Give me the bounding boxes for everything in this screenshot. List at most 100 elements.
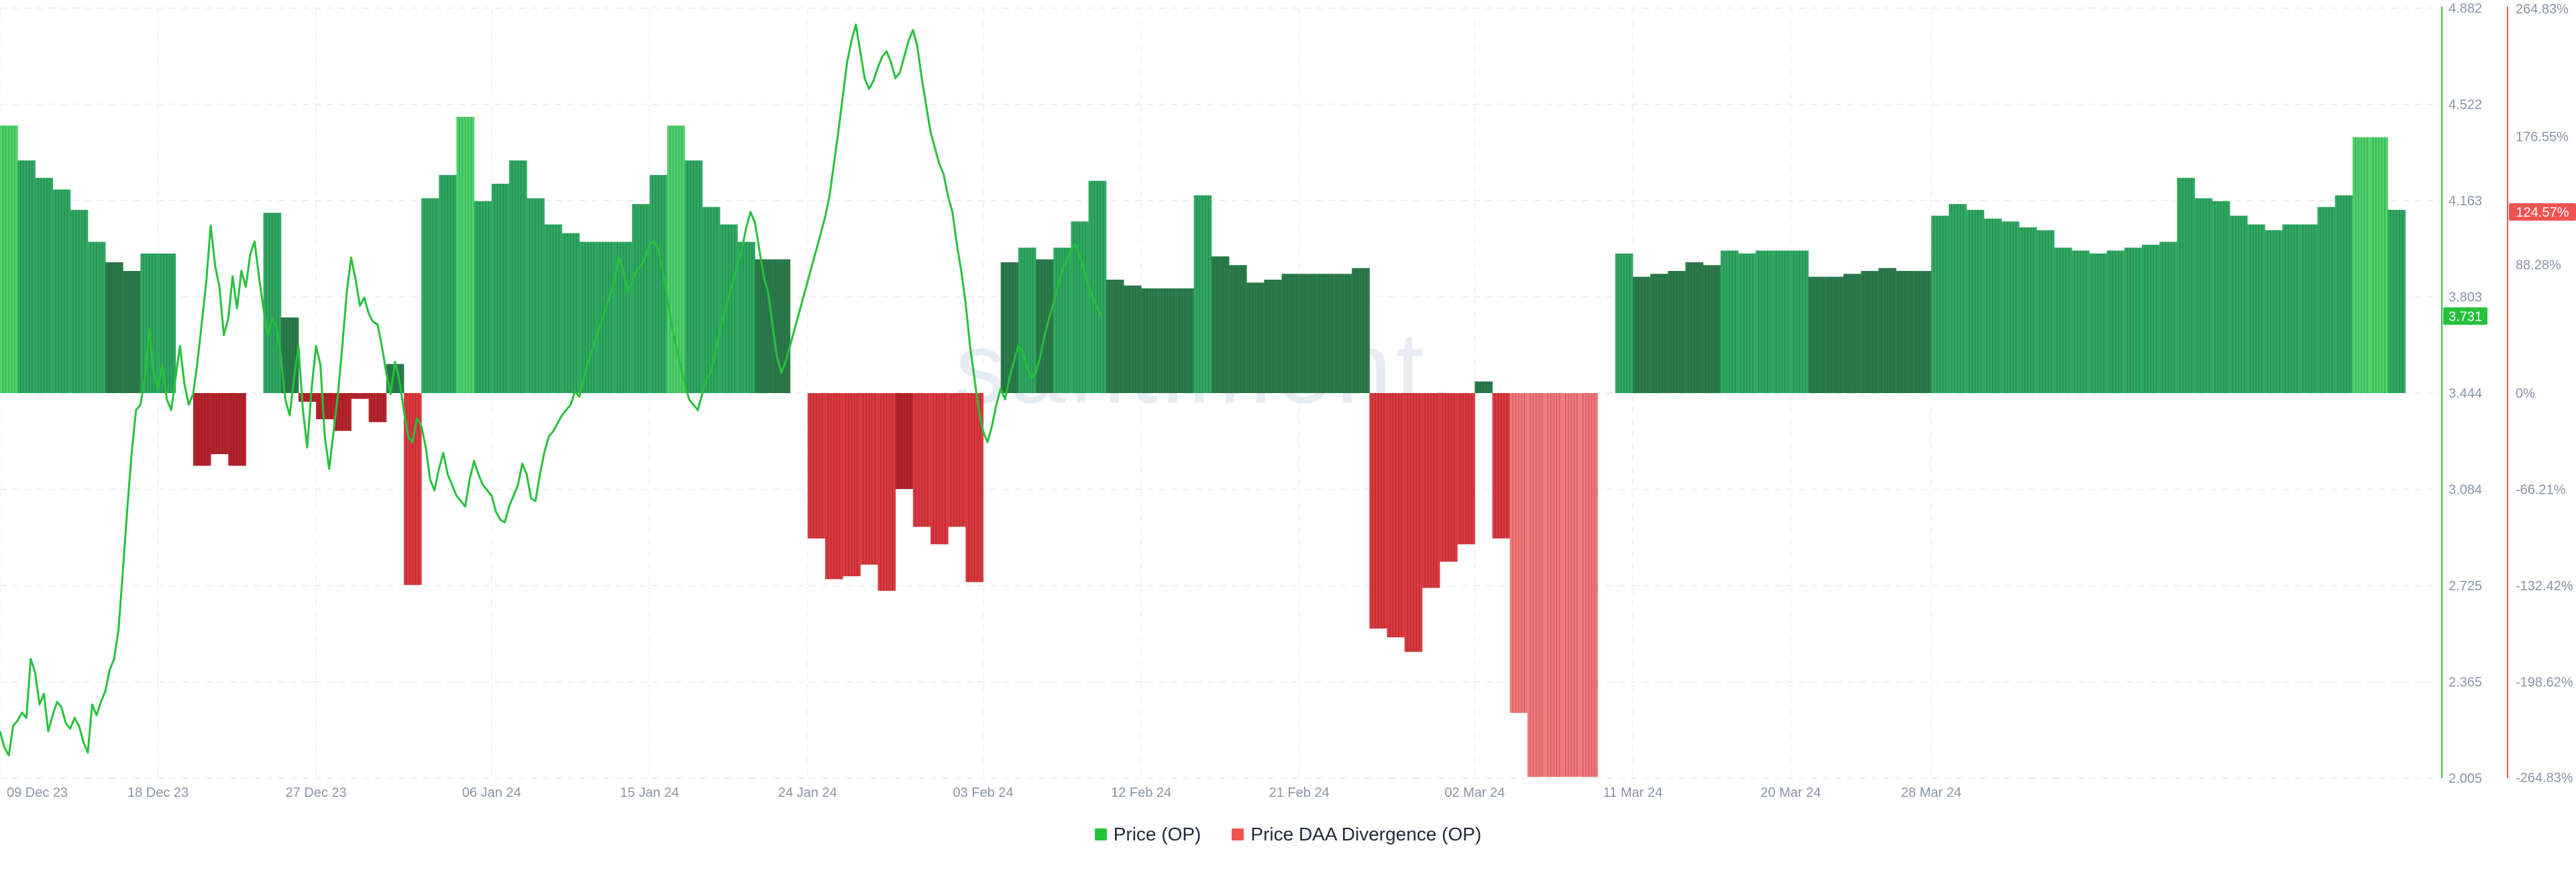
legend-label-price: Price (OP) — [1113, 824, 1201, 844]
divergence-bar-negative — [877, 393, 896, 591]
divergence-bar-positive — [2194, 198, 2213, 393]
current-price-value: 3.731 — [2449, 309, 2482, 324]
divergence-bar-positive — [2124, 248, 2143, 393]
divergence-bar-positive — [755, 259, 773, 393]
divergence-bar-negative — [912, 393, 931, 527]
divergence-bar-negative — [1492, 393, 1511, 539]
divergence-bar-negative — [860, 393, 879, 565]
divergence-bar-negative — [1404, 393, 1423, 652]
divergence-bar-positive — [579, 241, 598, 393]
x-tick-label: 24 Jan 24 — [778, 785, 837, 800]
divergence-bar-positive — [632, 204, 650, 393]
x-tick-label: 06 Jan 24 — [462, 785, 521, 800]
divergence-bar-positive — [1123, 285, 1142, 393]
divergence-bar-positive — [0, 125, 18, 393]
divergence-bar-positive — [1176, 288, 1195, 393]
divergence-bar-positive — [87, 241, 106, 393]
divergence-bar-positive — [1913, 270, 1932, 393]
divergence-bar-positive — [1949, 204, 1967, 393]
divergence-bar-positive — [1211, 256, 1230, 393]
divergence-bar-positive — [1281, 274, 1300, 393]
x-tick-label: 11 Mar 24 — [1603, 785, 1663, 800]
y-left-tick-label: 3.803 — [2449, 290, 2482, 305]
divergence-bar-positive — [421, 198, 439, 393]
divergence-bar-positive — [1825, 276, 1844, 393]
divergence-bar-positive — [140, 253, 159, 393]
y-left-tick-label: 2.005 — [2449, 771, 2482, 786]
legend-item-price[interactable]: Price (OP) — [1094, 824, 1201, 845]
current-price-badge: 3.731 — [2443, 307, 2487, 325]
divergence-bar-positive — [1316, 274, 1335, 393]
y-left-tick-label: 2.725 — [2449, 579, 2482, 594]
divergence-bar-negative — [1562, 393, 1580, 777]
x-tick-label: 21 Feb 24 — [1269, 785, 1330, 800]
divergence-bar-positive — [2072, 250, 2090, 393]
divergence-bar-positive — [1843, 274, 1862, 393]
current-divergence-badge: 124.57% — [2509, 203, 2576, 221]
divergence-bar-positive — [1685, 262, 1704, 393]
divergence-bar-positive — [2300, 224, 2318, 393]
divergence-bar-positive — [1264, 279, 1282, 393]
divergence-bar-negative — [807, 393, 826, 539]
divergence-bar-positive — [70, 209, 89, 393]
divergence-bar-positive — [1141, 288, 1159, 393]
x-tick-label: 18 Dec 23 — [127, 785, 189, 800]
divergence-bar-positive — [1878, 268, 1896, 393]
divergence-bar-positive — [52, 189, 71, 393]
divergence-bar-positive — [1931, 215, 1949, 393]
divergence-bar-negative — [825, 393, 843, 580]
divergence-bar-positive — [1036, 259, 1054, 393]
divergence-bar-positive — [1000, 262, 1019, 393]
divergence-bar-positive — [1896, 270, 1915, 393]
divergence-bar-negative — [965, 393, 984, 582]
divergence-bar-positive — [1756, 250, 1774, 393]
divergence-bar-negative — [1387, 393, 1405, 638]
divergence-bar-positive — [508, 160, 527, 393]
divergence-bar-positive — [263, 213, 282, 393]
divergence-bar-negative — [211, 393, 229, 455]
divergence-bar-negative — [843, 393, 861, 577]
legend-label-divergence: Price DAA Divergence (OP) — [1250, 824, 1482, 844]
divergence-bar-positive — [1808, 276, 1827, 393]
y-right-tick-label: 88.28% — [2516, 258, 2561, 273]
divergence-bar-positive — [491, 183, 510, 393]
divergence-bar-positive — [2282, 224, 2300, 393]
divergence-bar-positive — [2265, 230, 2283, 393]
divergence-bar-positive — [2001, 221, 2020, 393]
divergence-bar-positive — [2036, 230, 2055, 393]
divergence-bar-positive — [1106, 279, 1124, 393]
y-right-tick-label: -264.83% — [2516, 771, 2573, 785]
divergence-bar-positive — [2089, 253, 2108, 393]
divergence-bar-positive — [35, 178, 54, 393]
divergence-bar-positive — [17, 160, 36, 393]
divergence-bar-positive — [1984, 218, 2002, 393]
divergence-bar-positive — [1615, 253, 1633, 393]
x-tick-label: 20 Mar 24 — [1760, 785, 1821, 800]
divergence-bar-positive — [561, 233, 580, 393]
divergence-bar-positive — [1228, 265, 1247, 393]
divergence-bar-positive — [702, 207, 720, 393]
divergence-bar-positive — [123, 270, 141, 393]
y-axis-right: 264.83% 176.55% 88.28% 0% -66.21% -132.42% -19… — [2516, 2, 2573, 785]
divergence-bar-negative — [193, 393, 211, 466]
divergence-bar-negative — [1580, 393, 1599, 777]
x-tick-label: 27 Dec 23 — [285, 785, 346, 800]
divergence-bar-positive — [2159, 241, 2178, 393]
divergence-bar-positive — [439, 174, 457, 393]
divergence-bar-positive — [1773, 250, 1791, 393]
divergence-bar-negative — [316, 393, 334, 420]
y-left-tick-label: 3.084 — [2449, 483, 2482, 498]
divergence-bar-positive — [1703, 265, 1721, 393]
divergence-bar-positive — [1650, 274, 1668, 393]
divergence-bar-positive — [1352, 268, 1370, 393]
divergence-bar-negative — [1440, 393, 1458, 562]
y-left-tick-label: 4.163 — [2449, 194, 2482, 209]
divergence-bar-positive — [2212, 201, 2231, 393]
divergence-bar-positive — [2054, 248, 2072, 393]
y-left-tick-label: 4.882 — [2449, 1, 2482, 16]
y-right-tick-label: -198.62% — [2516, 675, 2573, 690]
legend-item-divergence[interactable]: Price DAA Divergence (OP) — [1232, 824, 1481, 845]
y-right-tick-label: 264.83% — [2516, 2, 2569, 17]
x-tick-label: 15 Jan 24 — [620, 785, 679, 800]
